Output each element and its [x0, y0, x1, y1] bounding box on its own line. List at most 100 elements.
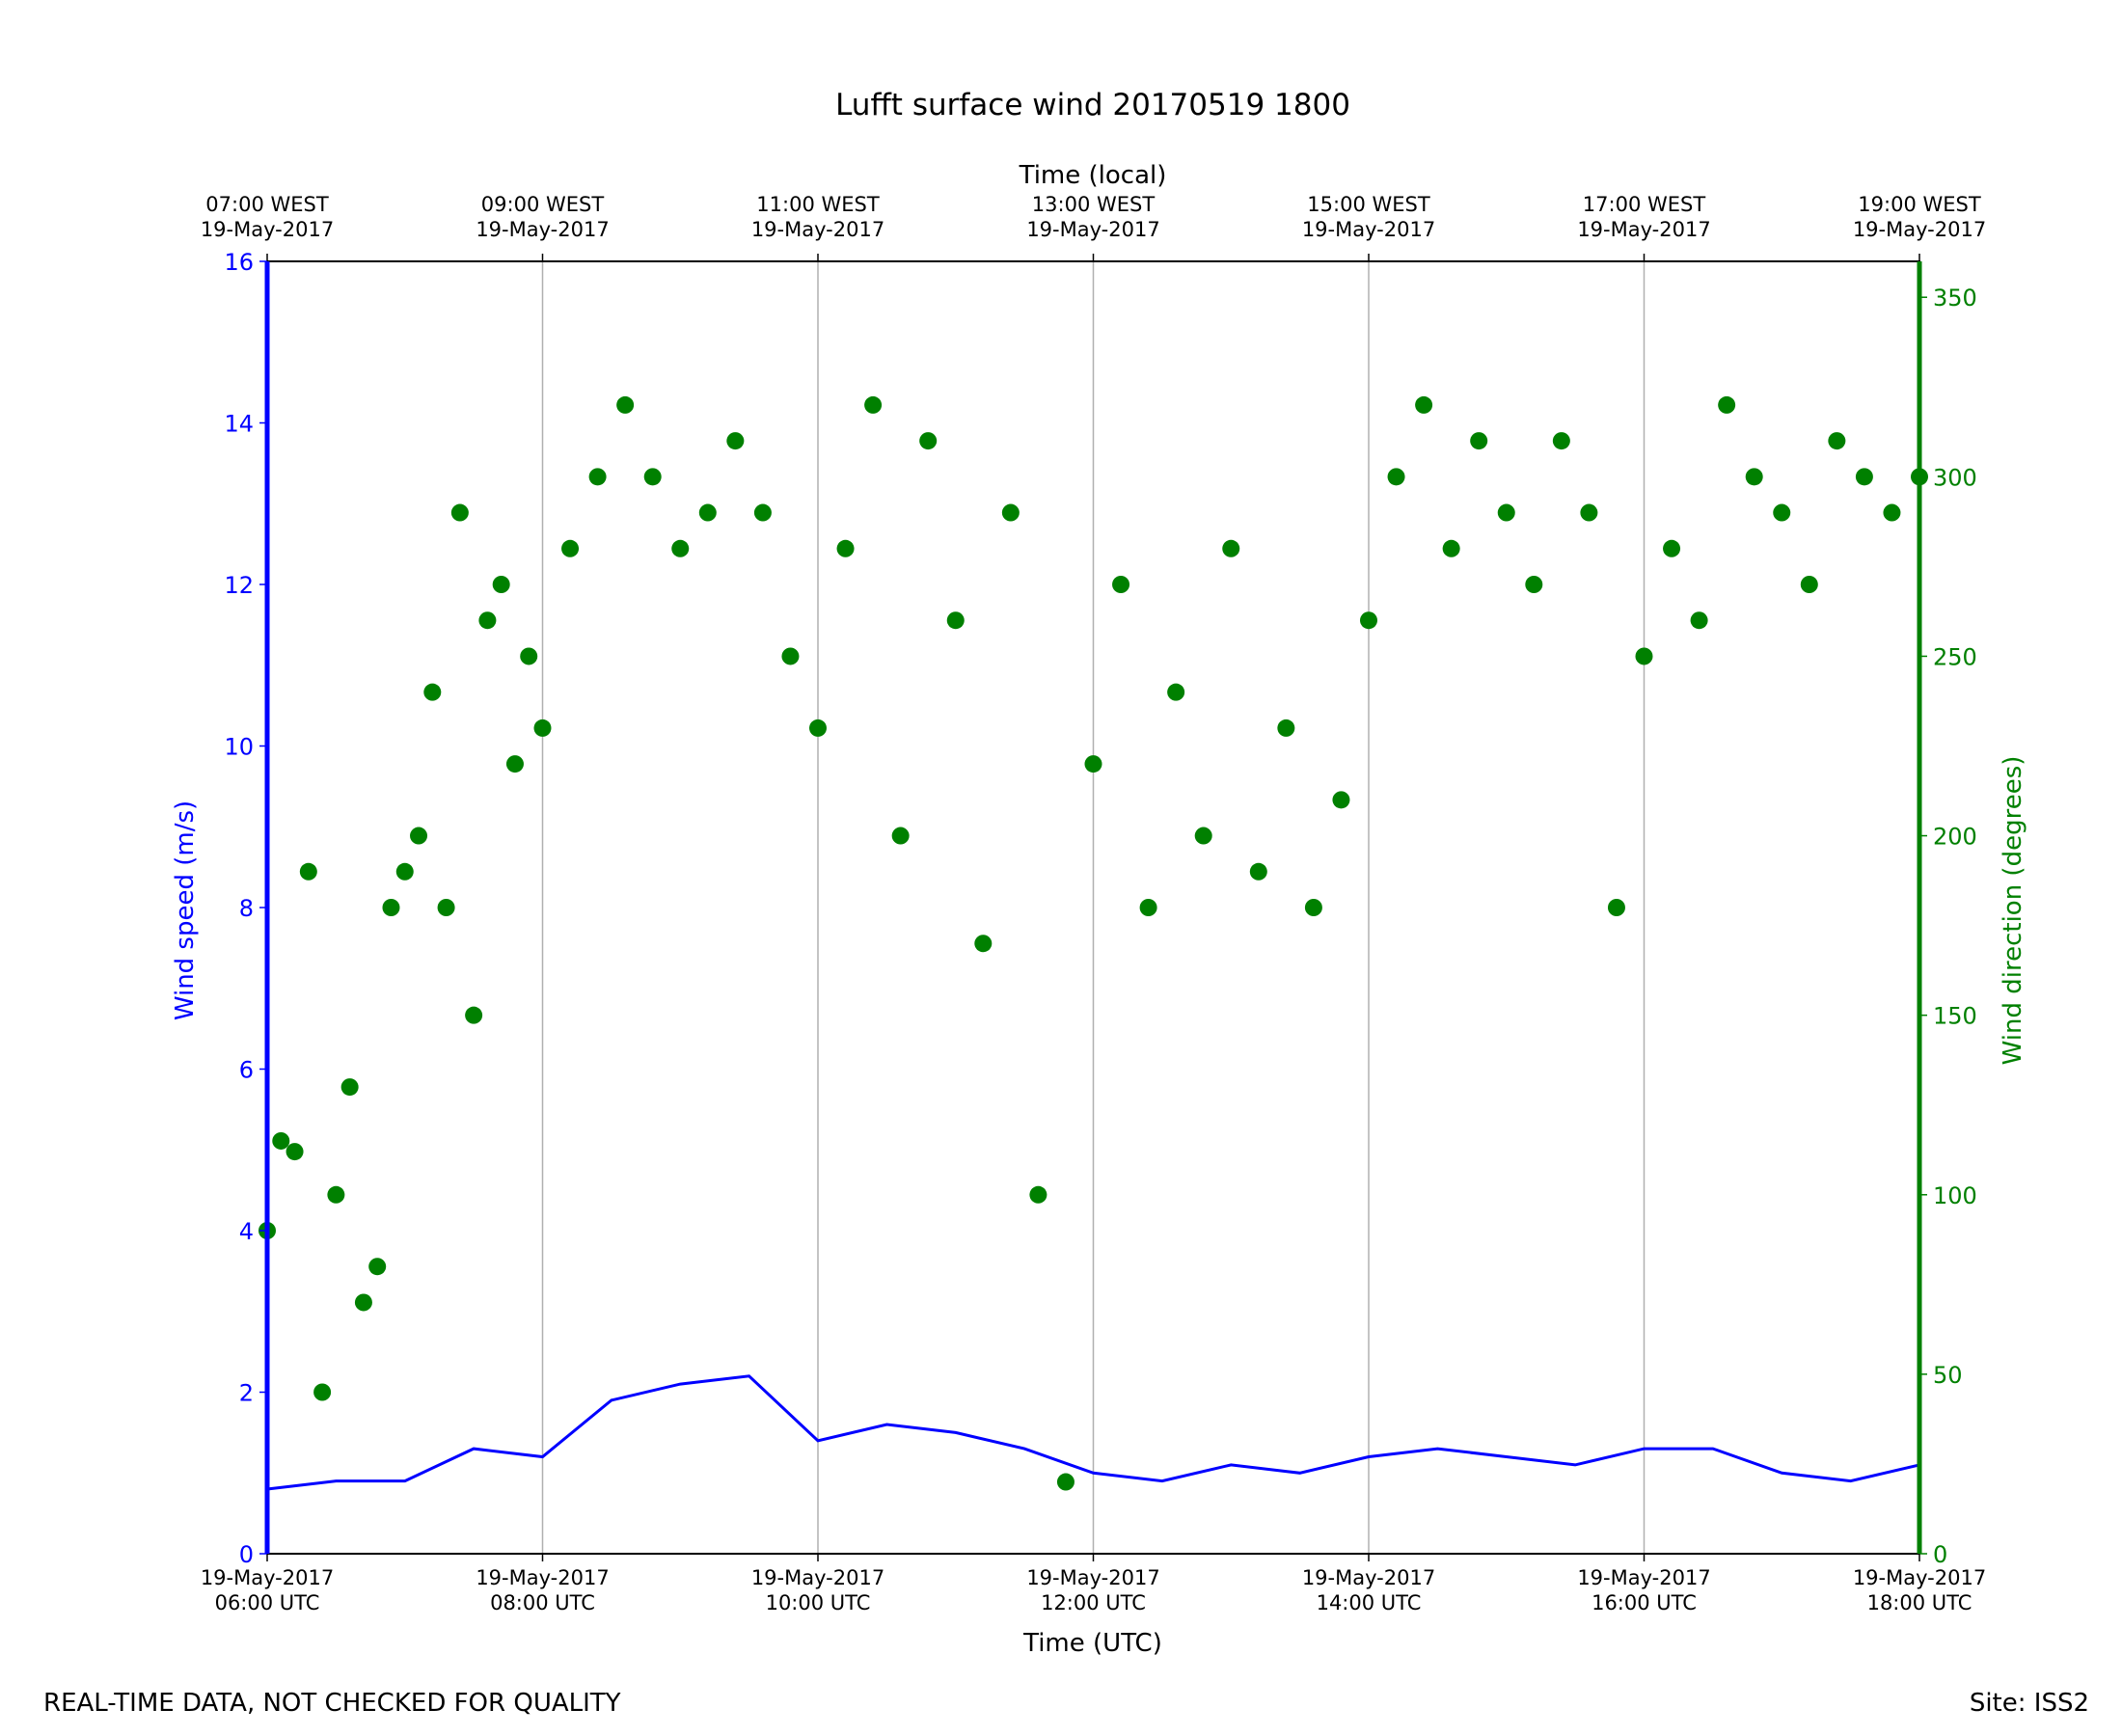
wind-direction-point — [1855, 468, 1873, 486]
wind-direction-point — [395, 862, 414, 881]
wind-direction-point — [1580, 503, 1598, 522]
bottom-tick-date: 19-May-2017 — [1302, 1566, 1435, 1589]
wind-direction-point — [781, 647, 800, 665]
bottom-tick-time: 18:00 UTC — [1867, 1591, 1972, 1614]
wind-direction-point — [1718, 395, 1736, 414]
bottom-tick-date: 19-May-2017 — [1853, 1566, 1986, 1589]
wind-direction-point — [1525, 576, 1543, 593]
wind-direction-point — [520, 647, 538, 665]
chart-title: Lufft surface wind 20170519 1800 — [835, 88, 1350, 122]
wind-direction-point — [1332, 791, 1350, 809]
wind-direction-point — [340, 1078, 359, 1097]
wind-direction-point — [1222, 539, 1240, 557]
left-axis-label: Wind speed (m/s) — [171, 800, 200, 1020]
wind-direction-point — [450, 503, 469, 522]
wind-direction-point — [1387, 468, 1405, 486]
wind-direction-point — [753, 503, 772, 522]
top-tick-time: 19:00 WEST — [1858, 193, 1981, 216]
top-axis-label: Time (local) — [1019, 161, 1167, 190]
direction-tick-label: 100 — [1933, 1182, 1977, 1209]
wind-direction-point — [1552, 432, 1570, 450]
bottom-tick-time: 10:00 UTC — [766, 1591, 871, 1614]
wind-direction-point — [1497, 503, 1515, 522]
direction-tick-label: 350 — [1933, 285, 1977, 312]
bottom-tick-time: 12:00 UTC — [1041, 1591, 1146, 1614]
top-tick-time: 11:00 WEST — [756, 193, 880, 216]
wind-direction-point — [698, 503, 717, 522]
footer-quality-note: REAL-TIME DATA, NOT CHECKED FOR QUALITY — [43, 1689, 621, 1718]
wind-direction-point — [1304, 899, 1322, 916]
wind-direction-point — [354, 1293, 372, 1312]
wind-direction-point — [1415, 395, 1433, 414]
wind-direction-point — [1112, 576, 1130, 593]
top-tick-date: 19-May-2017 — [476, 218, 609, 241]
wind-direction-point — [1167, 683, 1185, 701]
wind-direction-point — [561, 539, 580, 557]
wind-direction-point — [533, 719, 552, 737]
speed-tick-label: 8 — [239, 895, 254, 922]
wind-direction-point — [1773, 503, 1791, 522]
wind-direction-point — [1139, 899, 1157, 916]
wind-direction-point — [836, 539, 855, 557]
speed-tick-label: 10 — [224, 734, 254, 761]
top-tick-time: 17:00 WEST — [1583, 193, 1706, 216]
wind-direction-point — [1249, 862, 1267, 881]
top-tick-date: 19-May-2017 — [1577, 218, 1710, 241]
footer-site-label: Site: ISS2 — [1970, 1689, 2089, 1718]
speed-tick-label: 2 — [239, 1380, 254, 1407]
speed-tick-label: 16 — [224, 249, 254, 276]
wind-direction-point — [1194, 827, 1212, 845]
series-layer — [258, 395, 1928, 1491]
direction-tick-label: 300 — [1933, 464, 1977, 491]
wind-direction-point — [368, 1258, 387, 1276]
bottom-tick-date: 19-May-2017 — [1577, 1566, 1710, 1589]
top-tick-time: 07:00 WEST — [205, 193, 329, 216]
bottom-tick-time: 16:00 UTC — [1592, 1591, 1697, 1614]
direction-tick-label: 150 — [1933, 1003, 1977, 1030]
wind-direction-point — [1800, 576, 1818, 593]
speed-tick-label: 0 — [239, 1541, 254, 1568]
wind-direction-point — [382, 899, 400, 916]
speed-tick-label: 6 — [239, 1057, 254, 1084]
direction-tick-label: 200 — [1933, 824, 1977, 851]
wind-direction-point — [327, 1185, 345, 1204]
wind-direction-point — [1745, 468, 1763, 486]
direction-tick-label: 50 — [1933, 1362, 1963, 1389]
wind-direction-point — [299, 862, 317, 881]
wind-direction-point — [1470, 432, 1488, 450]
wind-direction-point — [505, 755, 524, 773]
wind-direction-point — [1277, 719, 1295, 737]
wind-direction-point — [1607, 899, 1625, 916]
right-axis-label: Wind direction (degrees) — [1999, 756, 2027, 1066]
bottom-tick-date: 19-May-2017 — [476, 1566, 609, 1589]
wind-direction-point — [423, 683, 442, 701]
wind-direction-point — [1635, 647, 1653, 665]
wind-direction-point — [478, 611, 497, 630]
top-tick-date: 19-May-2017 — [1026, 218, 1159, 241]
wind-direction-point — [1084, 755, 1102, 773]
wind-direction-point — [643, 468, 662, 486]
wind-direction-point — [1029, 1185, 1047, 1204]
wind-direction-point — [974, 935, 993, 953]
wind-direction-point — [465, 1006, 483, 1024]
wind-direction-point — [1690, 611, 1708, 630]
direction-tick-label: 250 — [1933, 643, 1977, 670]
wind-direction-point — [1828, 432, 1846, 450]
wind-direction-point — [313, 1383, 332, 1401]
top-tick-date: 19-May-2017 — [751, 218, 884, 241]
wind-direction-point — [1360, 611, 1377, 630]
wind-speed-line — [266, 1374, 1920, 1491]
wind-direction-point — [588, 468, 607, 486]
top-tick-date: 19-May-2017 — [1302, 218, 1435, 241]
wind-direction-point — [809, 719, 827, 737]
wind-direction-point — [864, 395, 883, 414]
top-tick-date: 19-May-2017 — [1853, 218, 1986, 241]
wind-direction-point — [946, 611, 965, 630]
wind-direction-point — [1056, 1473, 1075, 1491]
wind-direction-point — [616, 395, 635, 414]
speed-tick-label: 4 — [239, 1218, 254, 1245]
bottom-tick-date: 19-May-2017 — [201, 1566, 334, 1589]
speed-tick-label: 14 — [224, 411, 254, 438]
